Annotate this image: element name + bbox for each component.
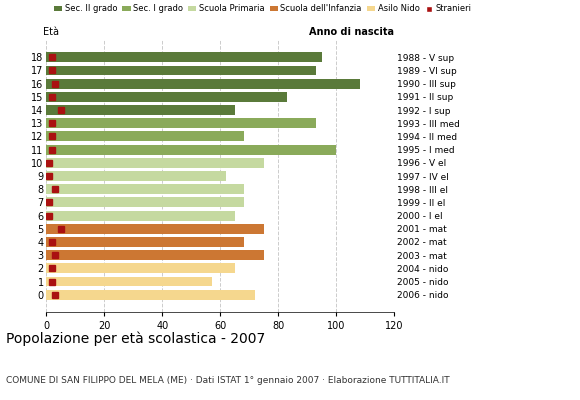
Bar xyxy=(46,224,264,234)
Bar xyxy=(46,276,212,286)
Bar xyxy=(46,250,264,260)
Bar xyxy=(46,290,255,300)
Bar xyxy=(46,158,264,168)
Bar xyxy=(46,79,360,89)
Text: Popolazione per età scolastica - 2007: Popolazione per età scolastica - 2007 xyxy=(6,332,265,346)
Bar xyxy=(46,92,287,102)
Legend: Sec. II grado, Sec. I grado, Scuola Primaria, Scuola dell'Infanzia, Asilo Nido, : Sec. II grado, Sec. I grado, Scuola Prim… xyxy=(50,1,474,17)
Bar xyxy=(46,118,316,128)
Bar xyxy=(46,237,244,247)
Bar xyxy=(46,263,235,273)
Bar xyxy=(46,211,235,220)
Bar xyxy=(46,198,244,207)
Bar xyxy=(46,52,322,62)
Text: Anno di nascita: Anno di nascita xyxy=(309,27,394,37)
Text: Età: Età xyxy=(43,27,59,37)
Text: COMUNE DI SAN FILIPPO DEL MELA (ME) · Dati ISTAT 1° gennaio 2007 · Elaborazione : COMUNE DI SAN FILIPPO DEL MELA (ME) · Da… xyxy=(6,376,450,385)
Bar xyxy=(46,66,316,76)
Bar xyxy=(46,145,336,154)
Bar xyxy=(46,105,235,115)
Bar xyxy=(46,171,226,181)
Bar xyxy=(46,132,244,141)
Bar xyxy=(46,184,244,194)
